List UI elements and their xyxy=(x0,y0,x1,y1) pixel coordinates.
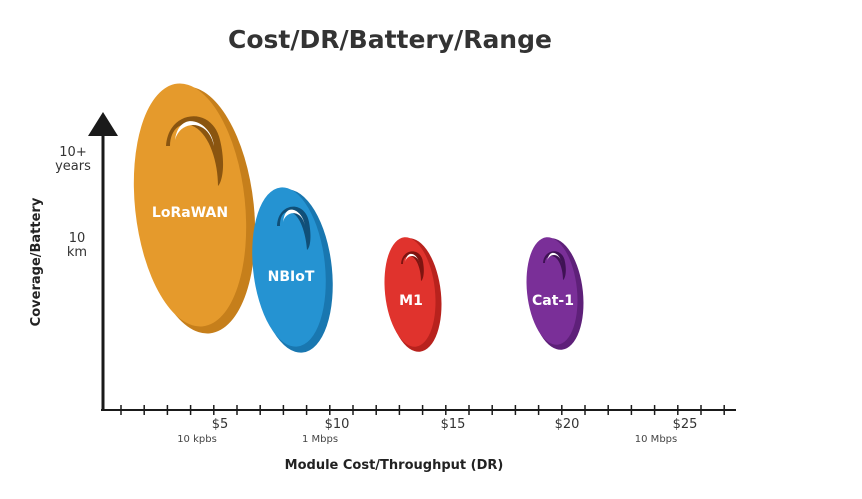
tech-label-cat1: Cat-1 xyxy=(532,293,574,309)
diagram-title: Cost/DR/Battery/Range xyxy=(228,25,552,54)
x-tick-label: $5 xyxy=(212,417,229,432)
x-tick-label: $15 xyxy=(441,417,466,432)
y-axis-title: Coverage/Battery xyxy=(29,197,44,326)
x-tick-label: $20 xyxy=(555,417,580,432)
y-label-km: 10 xyxy=(69,231,86,246)
up-arrow-icon xyxy=(88,112,118,136)
nbiot-blob: NBIoT xyxy=(252,187,333,353)
signal-arc-icon xyxy=(543,251,566,280)
tech-label-lorawan: LoRaWAN xyxy=(152,205,228,221)
y-label-years: 10+ xyxy=(59,145,86,160)
cat1-blob: Cat-1 xyxy=(526,237,584,350)
m1-blob: M1 xyxy=(384,237,442,352)
y-axis xyxy=(88,112,118,410)
x-sublabel: 10 kpbs xyxy=(177,434,217,445)
signal-arc-icon xyxy=(401,251,424,281)
x-tick-label: $10 xyxy=(325,417,350,432)
x-sublabel: 10 Mbps xyxy=(635,434,677,445)
tech-label-m1: M1 xyxy=(399,293,423,309)
y-label-km-unit: km xyxy=(67,245,87,260)
signal-arc-icon xyxy=(166,116,224,186)
tech-label-nbiot: NBIoT xyxy=(268,269,315,285)
y-label-years-unit: years xyxy=(55,159,91,174)
x-axis-title: Module Cost/Throughput (DR) xyxy=(285,458,504,473)
x-tick-label: $25 xyxy=(673,417,698,432)
x-axis xyxy=(101,405,736,415)
lorawan-blob: LoRaWAN xyxy=(133,83,256,334)
x-sublabel: 1 Mbps xyxy=(302,434,338,445)
x-axis-minor-ticks xyxy=(120,405,725,415)
